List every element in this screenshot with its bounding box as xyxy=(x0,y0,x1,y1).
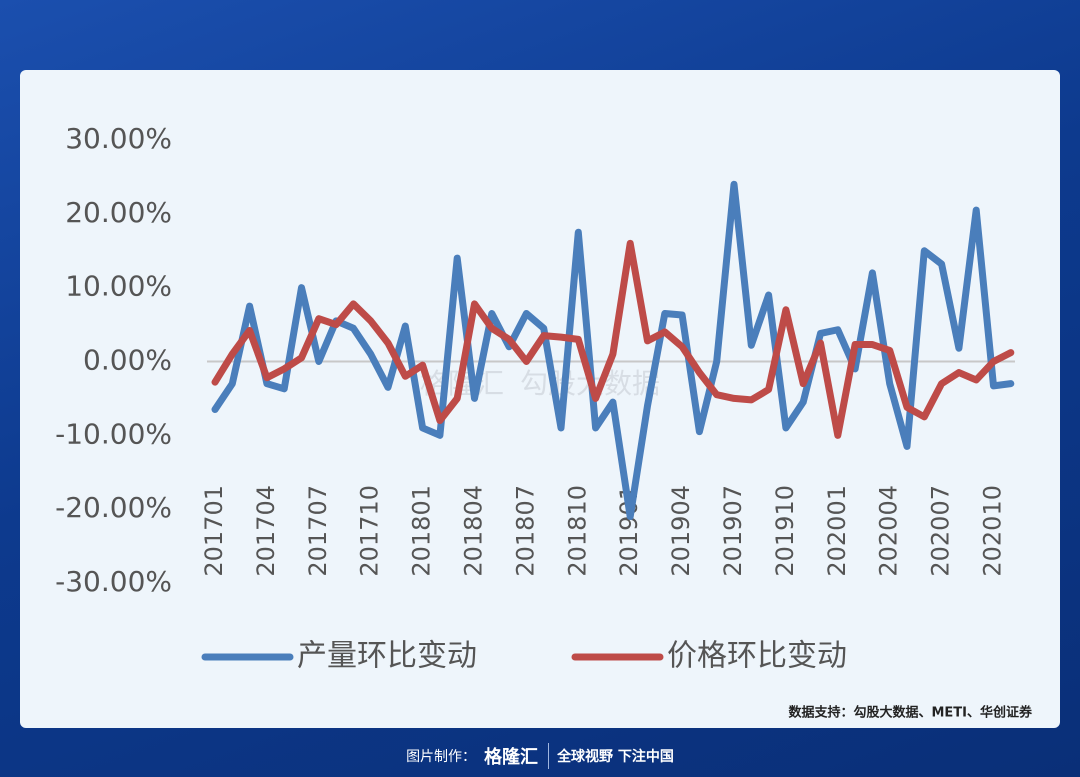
series-line xyxy=(211,180,1015,521)
x-tick-label: 201807 xyxy=(511,485,539,577)
x-tick-label: 201910 xyxy=(771,485,799,577)
x-tick-label: 201704 xyxy=(252,485,280,577)
legend-label: 产量环比变动 xyxy=(297,639,477,674)
source-note: 数据支持：勾股大数据、METI、华创证券 xyxy=(788,705,1033,721)
x-tick-label: 201710 xyxy=(356,485,384,577)
x-tick-label: 201701 xyxy=(200,485,228,577)
y-tick-label: -30.00% xyxy=(55,565,172,598)
footer-made-by: 图片制作： xyxy=(406,749,477,765)
x-tick-label: 202010 xyxy=(979,485,1007,577)
footer-slogan: 全球视野 下注中国 xyxy=(557,749,674,765)
x-tick-label: 201907 xyxy=(719,485,747,577)
x-tick-label: 201804 xyxy=(460,485,488,577)
footer-brand: 格隆汇 xyxy=(484,743,550,769)
y-tick-label: 30.00% xyxy=(65,122,172,155)
x-tick-label: 201810 xyxy=(563,485,591,577)
y-tick-label: -10.00% xyxy=(55,417,172,450)
legend-label: 价格环比变动 xyxy=(667,639,847,674)
x-tick-label: 201707 xyxy=(304,485,332,577)
y-tick-label: -20.00% xyxy=(55,491,172,524)
x-tick-label: 201904 xyxy=(667,485,695,577)
y-tick-label: 0.00% xyxy=(83,344,172,377)
series-line xyxy=(211,239,1015,439)
chart-panel xyxy=(20,70,1060,728)
footer: 图片制作： 格隆汇 全球视野 下注中国 xyxy=(0,736,1080,776)
x-tick-label: 201801 xyxy=(408,485,436,577)
x-tick-label: 202004 xyxy=(875,485,903,577)
x-tick-label: 202007 xyxy=(927,485,955,577)
y-tick-label: 20.00% xyxy=(65,196,172,229)
x-tick-label: 202001 xyxy=(823,485,851,577)
y-tick-label: 10.00% xyxy=(65,270,172,303)
